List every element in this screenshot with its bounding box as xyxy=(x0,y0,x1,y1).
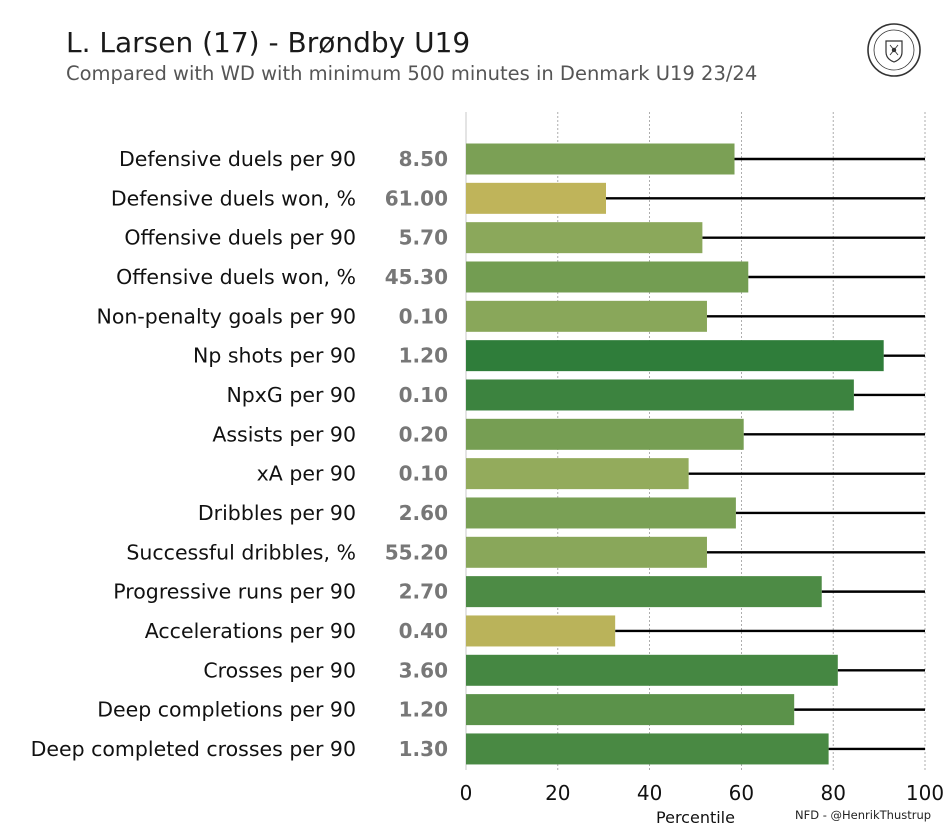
category-label: Defensive duels won, % xyxy=(111,186,356,210)
percentile-bar xyxy=(466,615,616,647)
value-label: 45.30 xyxy=(385,265,448,289)
value-label: 1.20 xyxy=(399,344,448,368)
category-label: Successful dribbles, % xyxy=(126,540,356,564)
category-label: Defensive duels per 90 xyxy=(119,147,356,171)
percentile-bar xyxy=(466,497,736,529)
value-label: 0.10 xyxy=(399,383,448,407)
percentile-bar xyxy=(466,222,703,254)
nordic-football-data-logo xyxy=(867,23,921,77)
value-label: 8.50 xyxy=(399,147,448,171)
category-label: Crosses per 90 xyxy=(203,658,356,682)
category-label: NpxG per 90 xyxy=(226,383,356,407)
category-label: xA per 90 xyxy=(257,462,356,486)
percentile-bar xyxy=(466,143,735,175)
percentile-bar xyxy=(466,418,744,450)
percentile-bar xyxy=(466,733,829,765)
category-label: Progressive runs per 90 xyxy=(113,580,356,604)
x-tick-label: 20 xyxy=(545,781,570,805)
percentile-bar xyxy=(466,340,884,372)
x-tick-label: 60 xyxy=(729,781,754,805)
chart-subtitle: Compared with WD with minimum 500 minute… xyxy=(66,62,758,85)
category-label: Dribbles per 90 xyxy=(198,501,356,525)
x-tick-label: 0 xyxy=(460,781,473,805)
percentile-bar xyxy=(466,458,689,490)
category-label: Deep completed crosses per 90 xyxy=(31,737,356,761)
percentile-bar xyxy=(466,182,606,214)
value-label: 0.10 xyxy=(399,304,448,328)
category-label: Accelerations per 90 xyxy=(145,619,356,643)
percentile-bar xyxy=(466,261,749,293)
x-axis-label: Percentile xyxy=(656,808,735,827)
value-label: 55.20 xyxy=(385,540,448,564)
x-tick-label: 40 xyxy=(637,781,662,805)
percentile-bar xyxy=(466,694,795,726)
crest-icon xyxy=(885,40,903,63)
value-label: 2.70 xyxy=(399,580,448,604)
value-label: 0.40 xyxy=(399,619,448,643)
percentile-bar xyxy=(466,576,822,608)
percentile-bar xyxy=(466,536,707,568)
category-label: Assists per 90 xyxy=(212,422,356,446)
percentile-bar xyxy=(466,300,707,332)
value-label: 1.20 xyxy=(399,698,448,722)
category-label: Deep completions per 90 xyxy=(97,698,356,722)
value-label: 5.70 xyxy=(399,226,448,250)
chart-title: L. Larsen (17) - Brøndby U19 xyxy=(66,26,471,59)
category-label: Offensive duels per 90 xyxy=(124,226,356,250)
category-label: Non-penalty goals per 90 xyxy=(97,304,357,328)
value-label: 2.60 xyxy=(399,501,448,525)
percentile-bar xyxy=(466,379,854,411)
value-label: 1.30 xyxy=(399,737,448,761)
value-label: 0.10 xyxy=(399,462,448,486)
category-label: Np shots per 90 xyxy=(193,344,356,368)
x-tick-label: 100 xyxy=(906,781,944,805)
value-label: 0.20 xyxy=(399,422,448,446)
credit-text: NFD - @HenrikThustrup xyxy=(795,808,932,822)
value-label: 61.00 xyxy=(385,186,448,210)
value-label: 3.60 xyxy=(399,658,448,682)
category-label: Offensive duels won, % xyxy=(116,265,356,289)
x-tick-label: 80 xyxy=(820,781,845,805)
percentile-bar xyxy=(466,654,838,686)
